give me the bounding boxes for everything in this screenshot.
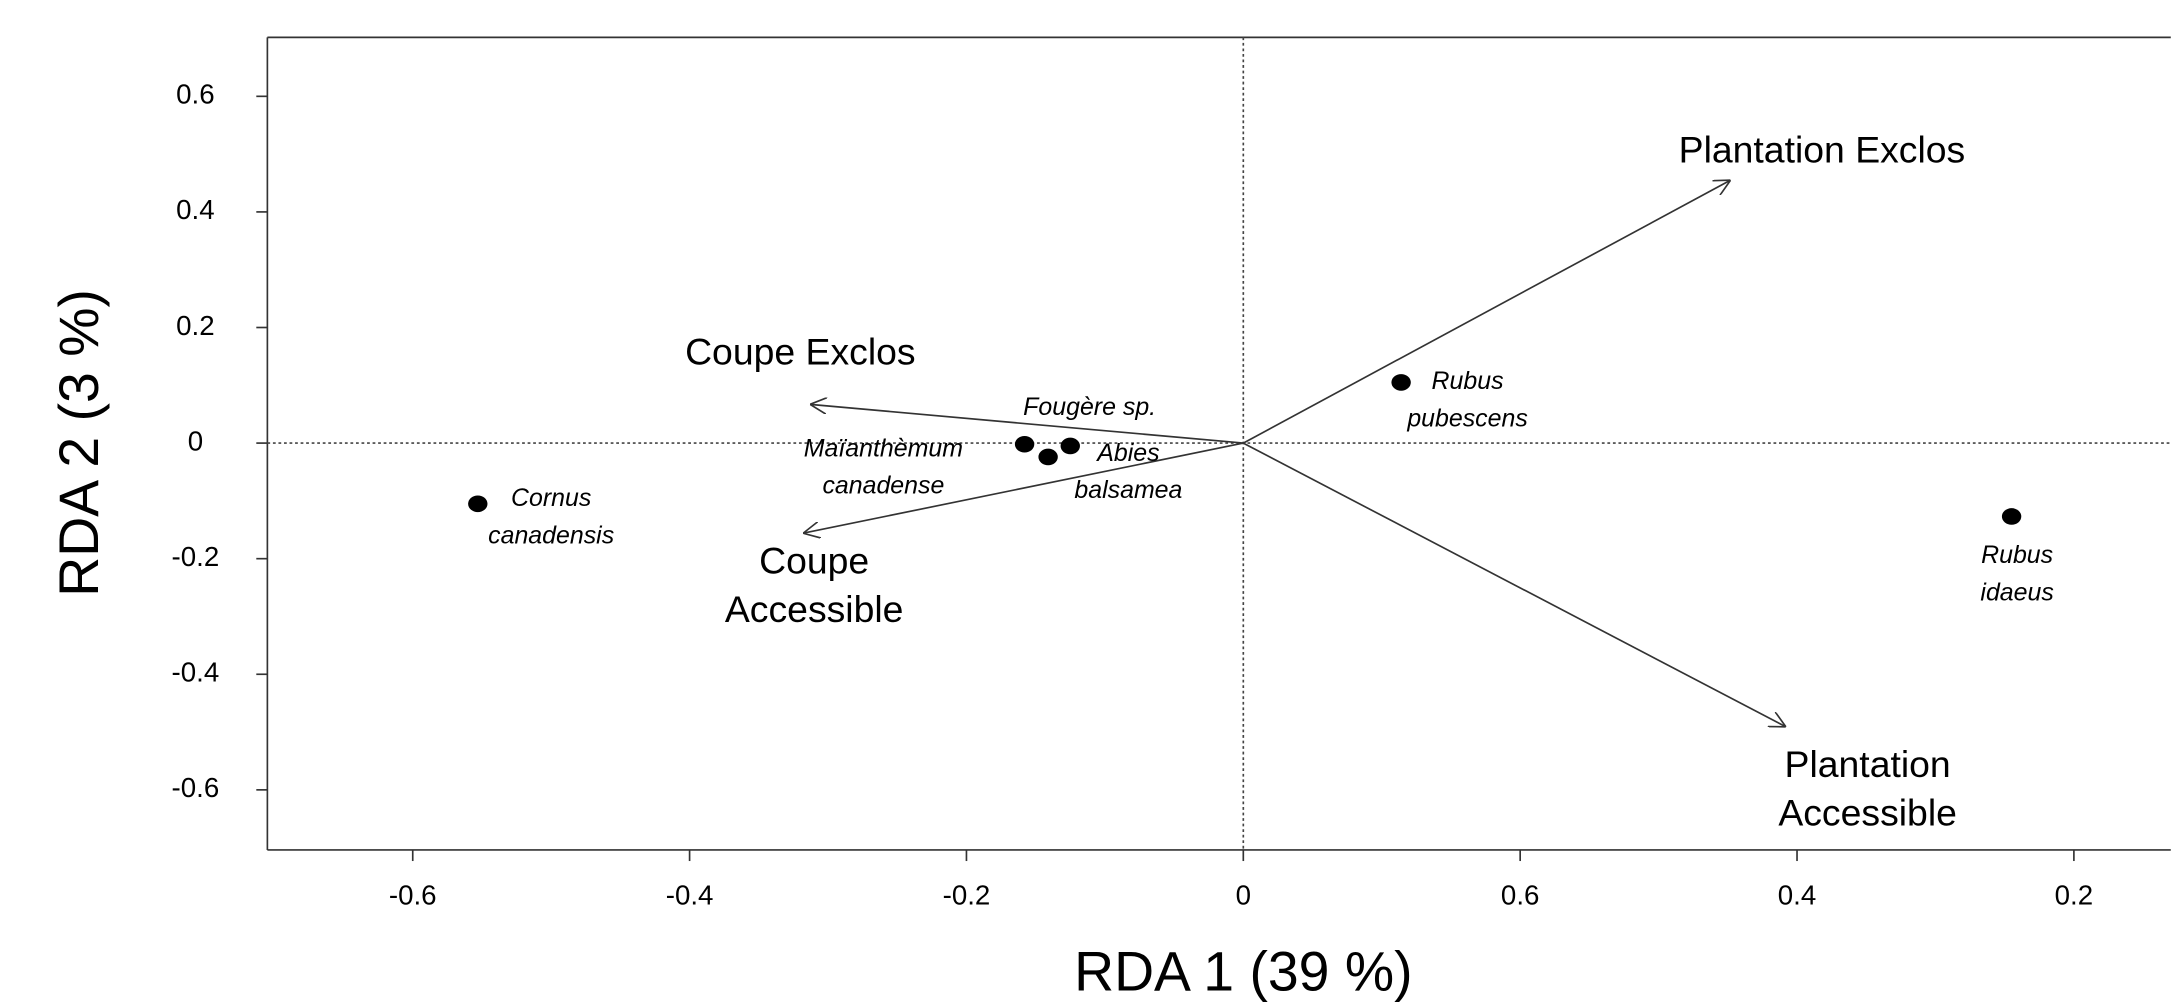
arrow bbox=[1242, 442, 1786, 727]
x-tick-label: 0.4 bbox=[1778, 879, 1816, 910]
x-tick-label: 0.6 bbox=[1501, 879, 1539, 910]
arrow bbox=[810, 404, 1244, 444]
point bbox=[1038, 448, 1058, 466]
arrow bbox=[803, 442, 1244, 533]
point bbox=[468, 495, 488, 513]
arrow-label: Coupe Exclos bbox=[685, 330, 916, 372]
y-tick-label: 0.6 bbox=[176, 79, 214, 110]
point bbox=[1060, 437, 1080, 455]
arrow-label: Accessible bbox=[1778, 791, 1957, 833]
arrow bbox=[1242, 180, 1730, 444]
y-tick-label: 0.2 bbox=[176, 310, 214, 341]
point-label: Cornus bbox=[511, 484, 591, 512]
point-label: canadensis bbox=[488, 522, 614, 550]
arrow-label: Accessible bbox=[725, 588, 904, 630]
x-tick-label: -0.2 bbox=[943, 879, 991, 910]
y-tick-label: -0.4 bbox=[172, 657, 220, 688]
x-tick-label: 0 bbox=[1236, 879, 1251, 910]
x-tick-label: -0.4 bbox=[666, 879, 714, 910]
point bbox=[1391, 374, 1411, 391]
x-tick-label: -0.6 bbox=[389, 879, 437, 910]
arrow-label: Coupe bbox=[759, 540, 869, 582]
arrow-label: Plantation Exclos bbox=[1679, 128, 1966, 170]
y-tick-label: -0.2 bbox=[172, 541, 220, 572]
point-label: balsamea bbox=[1074, 476, 1182, 504]
point bbox=[1014, 435, 1035, 453]
x-tick-label: 0.2 bbox=[2055, 879, 2093, 910]
point bbox=[2001, 508, 2022, 525]
point-label: Maïanthèmum bbox=[804, 434, 963, 462]
point-label: Abies bbox=[1095, 439, 1159, 467]
y-axis-title: RDA 2 (3 %) bbox=[48, 289, 110, 597]
point-label: Fougère sp. bbox=[1023, 393, 1156, 421]
y-tick-label: -0.6 bbox=[172, 772, 220, 803]
point-label: pubescens bbox=[1406, 404, 1527, 432]
x-axis-title: RDA 1 (39 %) bbox=[1074, 941, 1412, 1003]
arrow-label: Plantation bbox=[1785, 743, 1951, 785]
y-tick-label: 0 bbox=[188, 425, 203, 456]
point-label: Rubus bbox=[1432, 367, 1504, 395]
point-label: Rubus bbox=[1981, 541, 2053, 569]
point-label: canadense bbox=[822, 472, 944, 500]
point-label: idaeus bbox=[1980, 579, 2053, 607]
y-tick-label: 0.4 bbox=[176, 194, 214, 225]
